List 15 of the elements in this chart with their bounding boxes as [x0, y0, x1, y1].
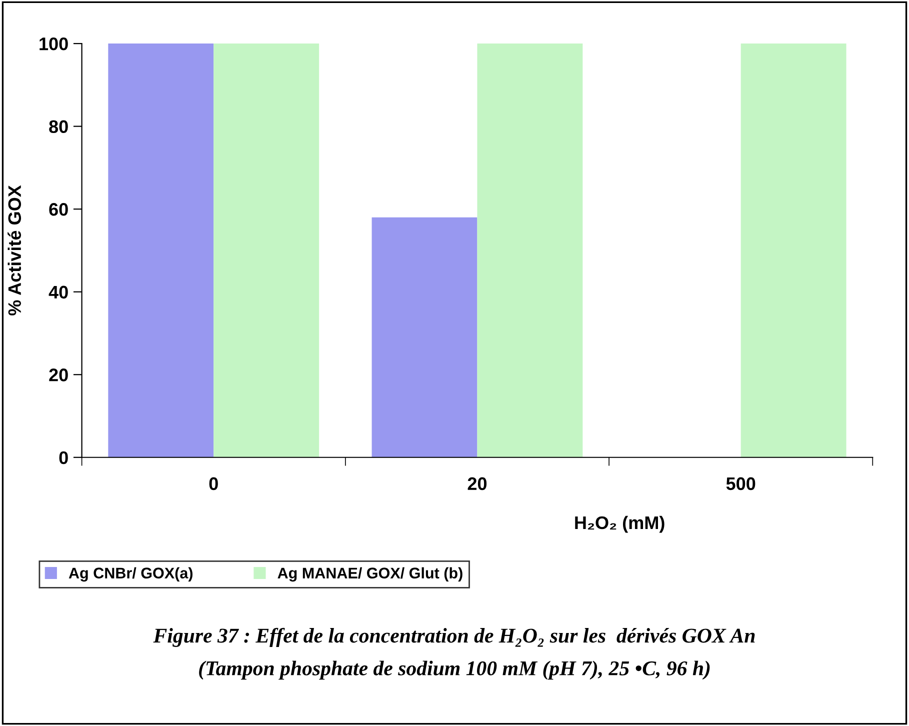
y-tick-label: 0 [59, 451, 68, 464]
x-axis-title: H₂O₂ (mM) [575, 516, 664, 533]
x-tick-label: 20 [468, 477, 487, 490]
x-tick-label: 500 [726, 477, 756, 490]
legend-label: Ag CNBr/ GOX(a) [68, 567, 192, 582]
y-tick-label: 20 [49, 368, 68, 382]
y-tick-label: 40 [48, 286, 68, 299]
y-axis-title: % Activité GOX [8, 185, 22, 316]
text: (Tampon phosphate de sodium 100 mM (pH 7), 25 •C, 96 h) [199, 660, 710, 680]
caption: Figure 37 : Effet de la concentration de H₂O₂ sur les dérivés GOX An [153, 628, 755, 647]
y-tick-label: 80 [49, 120, 68, 134]
legend-label: Ag MANAE/ GOX/ Glut (b) [278, 567, 462, 582]
x-tick-label: 0 [209, 477, 218, 490]
y-tick-label: 100 [40, 37, 68, 50]
y-tick-label: 60 [49, 203, 68, 216]
